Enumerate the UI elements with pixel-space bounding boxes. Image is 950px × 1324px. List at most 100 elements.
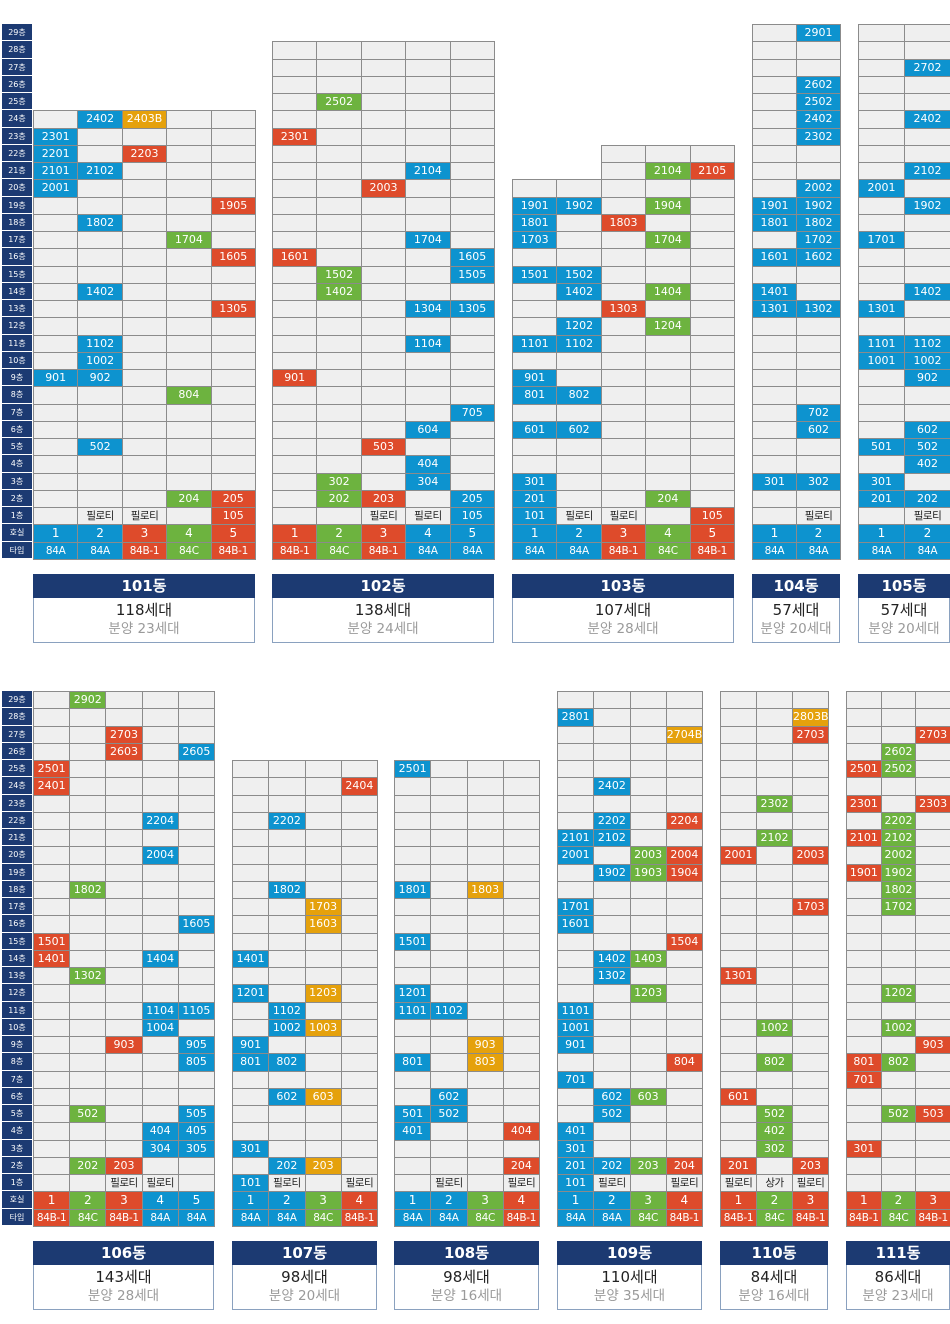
- unit-2901[interactable]: 2901: [796, 24, 841, 43]
- unit-2502[interactable]: 2502: [316, 93, 362, 112]
- unit-2301[interactable]: 2301: [33, 127, 79, 146]
- unit-1902[interactable]: 1902: [593, 863, 631, 882]
- unit-502[interactable]: 502: [756, 1105, 793, 1124]
- unit-1803[interactable]: 1803: [466, 880, 504, 899]
- unit-1202[interactable]: 1202: [880, 984, 917, 1003]
- unit-1601[interactable]: 1601: [272, 248, 318, 267]
- unit-302[interactable]: 302: [316, 472, 362, 491]
- unit-1704[interactable]: 1704: [166, 231, 212, 250]
- unit-1501[interactable]: 1501: [33, 932, 71, 951]
- unit-1303[interactable]: 1303: [600, 300, 647, 319]
- unit-801[interactable]: 801: [232, 1053, 270, 1072]
- unit-2403B[interactable]: 2403B: [121, 110, 168, 129]
- unit-2001[interactable]: 2001: [557, 846, 595, 865]
- unit-2803B[interactable]: 2803B: [792, 708, 829, 727]
- unit-501[interactable]: 501: [858, 438, 905, 457]
- unit-2001[interactable]: 2001: [720, 846, 757, 865]
- unit-1301[interactable]: 1301: [752, 300, 797, 319]
- unit-2501[interactable]: 2501: [394, 760, 432, 779]
- unit-2605[interactable]: 2605: [177, 742, 215, 761]
- unit-801[interactable]: 801: [512, 386, 558, 405]
- unit-1902[interactable]: 1902: [904, 196, 950, 215]
- unit-2101[interactable]: 2101: [557, 829, 595, 848]
- unit-304[interactable]: 304: [141, 1139, 179, 1158]
- unit-2703[interactable]: 2703: [105, 725, 143, 744]
- unit-2502[interactable]: 2502: [796, 93, 841, 112]
- unit-2001[interactable]: 2001: [858, 179, 905, 198]
- unit-2703[interactable]: 2703: [792, 725, 829, 744]
- unit-101[interactable]: 101: [232, 1174, 270, 1193]
- unit-701[interactable]: 701: [846, 1070, 882, 1089]
- unit-502[interactable]: 502: [430, 1105, 468, 1124]
- unit-402[interactable]: 402: [904, 455, 950, 474]
- unit-2003[interactable]: 2003: [360, 179, 407, 198]
- unit-202[interactable]: 202: [69, 1156, 107, 1175]
- unit-1902[interactable]: 1902: [796, 196, 841, 215]
- unit-1901[interactable]: 1901: [752, 196, 797, 215]
- unit-1002[interactable]: 1002: [904, 351, 950, 370]
- unit-603[interactable]: 603: [304, 1087, 342, 1106]
- unit-2401[interactable]: 2401: [33, 777, 71, 796]
- unit-805[interactable]: 805: [177, 1053, 215, 1072]
- unit-1301[interactable]: 1301: [720, 967, 757, 986]
- unit-602[interactable]: 602: [556, 420, 602, 439]
- unit-401[interactable]: 401: [394, 1122, 432, 1141]
- unit-201[interactable]: 201: [858, 489, 905, 508]
- unit-203[interactable]: 203: [360, 489, 407, 508]
- unit-2004[interactable]: 2004: [665, 846, 703, 865]
- unit-1704[interactable]: 1704: [405, 231, 451, 250]
- unit-902[interactable]: 902: [77, 369, 123, 388]
- unit-701[interactable]: 701: [557, 1070, 595, 1089]
- unit-1905[interactable]: 1905: [210, 196, 256, 215]
- unit-1402[interactable]: 1402: [593, 949, 631, 968]
- unit-1704[interactable]: 1704: [645, 231, 691, 250]
- unit-301[interactable]: 301: [232, 1139, 270, 1158]
- unit-305[interactable]: 305: [177, 1139, 215, 1158]
- unit-604[interactable]: 604: [405, 420, 451, 439]
- unit-905[interactable]: 905: [177, 1036, 215, 1055]
- unit-2202[interactable]: 2202: [268, 811, 306, 830]
- unit-1402[interactable]: 1402: [904, 282, 950, 301]
- unit-1305[interactable]: 1305: [449, 300, 495, 319]
- unit-1802[interactable]: 1802: [77, 213, 123, 232]
- unit-1703[interactable]: 1703: [792, 898, 829, 917]
- unit-802[interactable]: 802: [556, 386, 602, 405]
- unit-301[interactable]: 301: [858, 472, 905, 491]
- unit-2001[interactable]: 2001: [33, 179, 79, 198]
- unit-1703[interactable]: 1703: [512, 231, 558, 250]
- unit-1302[interactable]: 1302: [796, 300, 841, 319]
- unit-2501[interactable]: 2501: [846, 760, 882, 779]
- unit-1701[interactable]: 1701: [858, 231, 905, 250]
- unit-301[interactable]: 301: [557, 1139, 595, 1158]
- unit-1002[interactable]: 1002: [880, 1018, 917, 1037]
- unit-203[interactable]: 203: [304, 1156, 342, 1175]
- unit-2404[interactable]: 2404: [340, 777, 378, 796]
- unit-2301[interactable]: 2301: [846, 794, 882, 813]
- unit-1302[interactable]: 1302: [593, 967, 631, 986]
- unit-2702[interactable]: 2702: [904, 58, 950, 77]
- unit-1304[interactable]: 1304: [405, 300, 451, 319]
- unit-702[interactable]: 702: [796, 403, 841, 422]
- unit-1801[interactable]: 1801: [394, 880, 432, 899]
- unit-1901[interactable]: 1901: [512, 196, 558, 215]
- unit-2104[interactable]: 2104: [405, 162, 451, 181]
- unit-1403[interactable]: 1403: [629, 949, 667, 968]
- unit-201[interactable]: 201: [512, 489, 558, 508]
- unit-502[interactable]: 502: [904, 438, 950, 457]
- unit-501[interactable]: 501: [394, 1105, 432, 1124]
- unit-2002[interactable]: 2002: [796, 179, 841, 198]
- unit-1203[interactable]: 1203: [629, 984, 667, 1003]
- unit-2302[interactable]: 2302: [796, 127, 841, 146]
- unit-1605[interactable]: 1605: [449, 248, 495, 267]
- unit-2102[interactable]: 2102: [880, 829, 917, 848]
- unit-1101[interactable]: 1101: [512, 334, 558, 353]
- unit-1901[interactable]: 1901: [846, 863, 882, 882]
- unit-2102[interactable]: 2102: [904, 162, 950, 181]
- unit-1402[interactable]: 1402: [316, 282, 362, 301]
- unit-401[interactable]: 401: [557, 1122, 595, 1141]
- unit-602[interactable]: 602: [796, 420, 841, 439]
- unit-1902[interactable]: 1902: [556, 196, 602, 215]
- unit-603[interactable]: 603: [629, 1087, 667, 1106]
- unit-1602[interactable]: 1602: [796, 248, 841, 267]
- unit-1002[interactable]: 1002: [77, 351, 123, 370]
